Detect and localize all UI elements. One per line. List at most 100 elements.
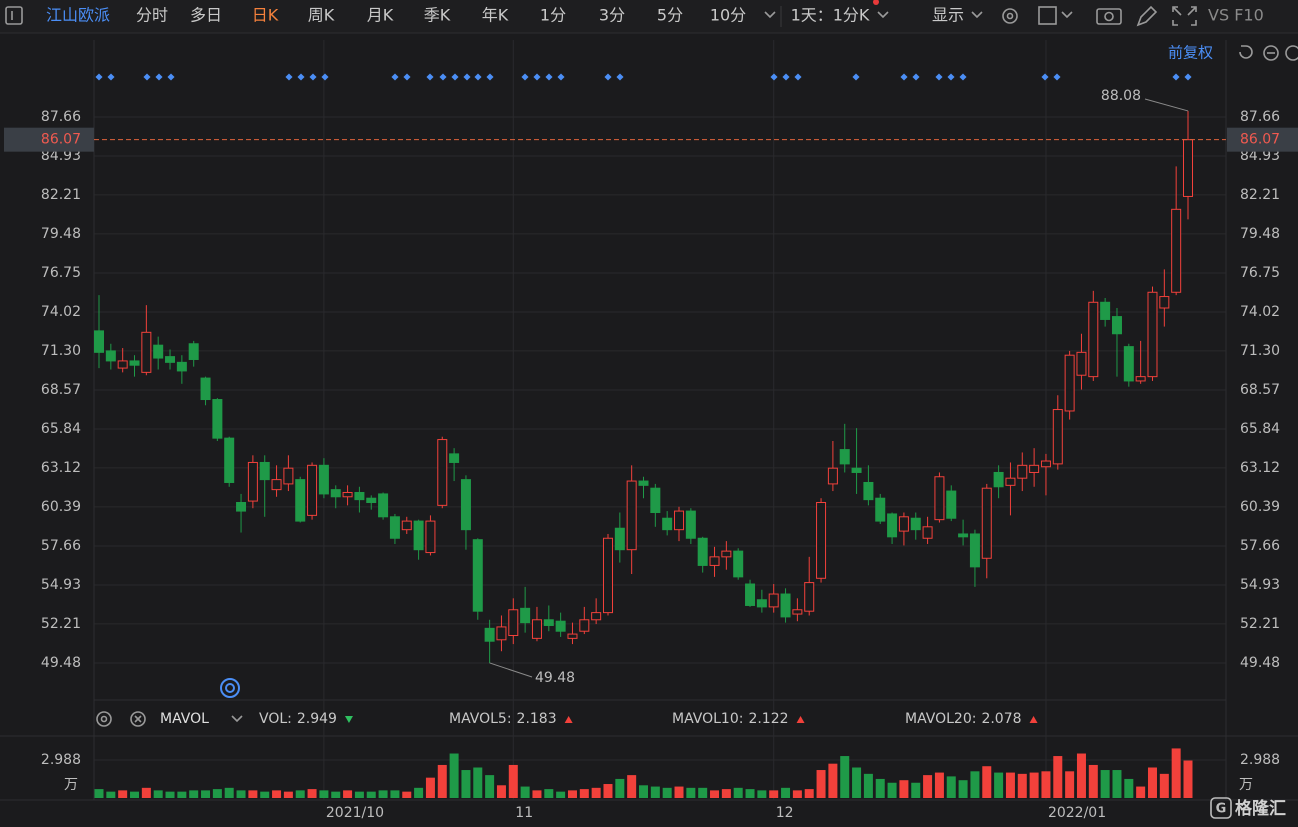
x-tick-label: 12 [776,805,794,821]
volume-bar [816,770,826,798]
adjust-mode[interactable]: 前复权 [1168,44,1213,62]
settings-icon[interactable] [1002,8,1018,24]
zoom-out-icon[interactable] [1263,45,1279,61]
more-periods-chevron[interactable] [764,11,776,19]
candle-body [1171,208,1182,293]
event-marker [474,73,482,81]
candle-body [958,533,969,538]
y-tick-label-right: 79.48 [1240,226,1280,242]
volume-bar [662,787,672,798]
notify-dot [873,0,879,5]
sidebar-toggle[interactable] [5,6,23,25]
candle-body [176,361,187,372]
volume-bar [402,791,412,798]
y-tick-label: 82.21 [41,187,81,203]
period-tab[interactable]: 10分 [710,6,746,25]
volume-bar [567,790,577,798]
undo-icon[interactable] [1239,45,1253,59]
candle-body [153,344,164,359]
volume-settings[interactable] [96,711,112,727]
volume-unit-right: 万 [1239,777,1253,793]
period-tab[interactable]: 多日 [190,6,222,25]
candle-body [863,481,874,501]
candle-body [94,330,104,353]
screenshot-icon[interactable] [1096,8,1122,25]
candle-body [579,619,590,632]
stock-name[interactable]: 江山欧派 [46,6,110,25]
candle-body [508,609,519,637]
event-marker [557,73,565,81]
volume-bar [804,789,814,798]
candle-body [662,517,673,531]
period-tab[interactable]: 周K [308,6,335,25]
candle-body [1111,316,1122,335]
event-marker [486,73,494,81]
volume-bar [627,775,637,798]
volume-bar [319,790,329,798]
period-tab[interactable]: 分时 [136,6,168,25]
event-marker [770,73,778,81]
volume-bar [863,773,873,798]
marks [94,110,1193,798]
volume-unit: 万 [64,777,78,793]
search-icon[interactable] [220,678,240,698]
period-tab[interactable]: 1分 [540,6,566,25]
legend-trend [796,716,805,723]
volume-close[interactable] [130,711,146,727]
period-tab[interactable]: 月K [367,6,394,25]
candle-body [1064,354,1075,412]
volume-bar [1005,772,1015,798]
candle-body [816,502,827,579]
candle-body [567,633,578,639]
period-tab[interactable]: 1天：1分K [791,6,870,25]
candle-body [898,516,909,532]
logo-g: G [1216,802,1227,817]
volume-bar [378,790,388,798]
y-tick-label-right: 84.93 [1240,148,1280,164]
candle-body [200,377,211,401]
candle-body [922,526,933,539]
indicator-icon[interactable] [1038,6,1057,25]
y-tick-label-right: 76.75 [1240,265,1280,281]
current-price-box-right [1227,127,1298,152]
candle-body [969,533,980,568]
volume-bar [508,764,518,798]
high-annotation: 88.08 [1101,88,1141,104]
period-tab[interactable]: 日K [252,6,279,25]
volume-bar [130,791,140,798]
candle-body [1123,346,1134,382]
period-tab[interactable]: 季K [424,6,451,25]
indicator-chevron[interactable] [1061,11,1073,19]
fullscreen-icon[interactable] [1172,6,1197,26]
period-tab[interactable]: 年K [482,6,509,25]
event-marker [545,73,553,81]
volume-bar [840,756,850,798]
volume-bar [686,787,696,798]
interval-chevron[interactable] [877,11,889,19]
current-price-label-right: 86.07 [1240,132,1280,148]
y-tick-label: 65.84 [41,421,81,437]
volume-bar [153,790,163,798]
volume-indicator-name[interactable]: MAVOL [160,711,209,727]
legend-trend [344,716,353,723]
event-marker [391,73,399,81]
period-tab[interactable]: 3分 [599,6,625,25]
y-tick-label: 71.30 [41,343,81,359]
period-tab[interactable]: 显示 [932,6,964,25]
volume-indicator-chevron[interactable] [231,715,243,723]
period-tab[interactable]: 5分 [657,6,683,25]
event-marker [439,73,447,81]
candle-body [1005,477,1016,486]
legend-trend [1029,716,1038,723]
vs-f10[interactable]: VS F10 [1208,6,1264,25]
legend-name: VOL: [259,711,292,727]
candle-body [330,489,341,498]
y-tick-label-right: 74.02 [1240,304,1280,320]
volume-bar [165,791,175,798]
volume-bar [1053,756,1063,798]
draw-icon[interactable] [1136,5,1158,27]
display-chevron[interactable] [971,11,983,19]
candle-body [1017,464,1028,479]
zoom-icon[interactable] [1285,45,1298,61]
